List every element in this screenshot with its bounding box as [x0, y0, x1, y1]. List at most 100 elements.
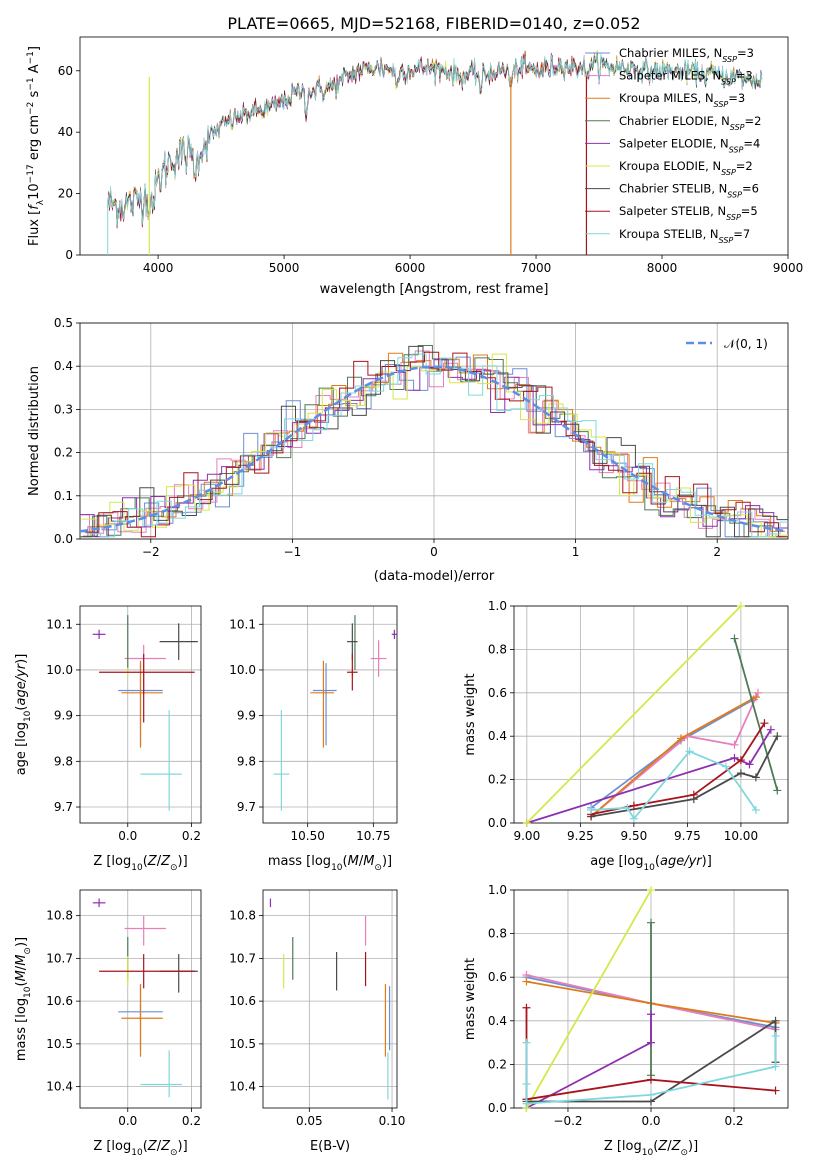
y-tick-label: 10.7	[46, 951, 73, 965]
marker-salpeter-elodie	[745, 760, 754, 769]
y-tick-label: 0.2	[54, 446, 73, 460]
y-tick-label: 9.8	[54, 754, 73, 768]
histogram-step-chabrier-miles	[80, 356, 782, 538]
legend-label: Salpeter STELIB, NSSP=5	[619, 204, 758, 222]
y-axis-label: age [log10(age/yr)]	[14, 654, 33, 776]
x-tick-label: 10.75	[356, 829, 390, 843]
x-axis-label: wavelength [Angstrom, rest frame]	[320, 282, 549, 297]
x-tick-label: 4000	[143, 261, 174, 275]
y-tick-label: 10.1	[229, 617, 256, 631]
x-axis-label: age [log10(age/yr)]	[590, 854, 712, 873]
histogram-step-salpeter-stelib	[84, 351, 788, 538]
spectrum-line-kroupa-stelib	[107, 53, 763, 226]
axes-frame	[79, 605, 202, 824]
x-tick-label: −1	[284, 545, 302, 559]
massweight-line-salpeter-elodie	[526, 729, 772, 824]
axes-frame	[262, 889, 398, 1109]
spectrum-panel: 4000 5000 6000 7000 8000 9000 0 20 40 60 Chabrier …	[26, 36, 804, 297]
y-tick-label: 10.8	[46, 909, 73, 923]
x-tick-label: 0.0	[641, 1114, 660, 1128]
y-tick-label: 20	[58, 187, 73, 201]
y-tick-label: 0.0	[488, 1101, 507, 1115]
massweight-line-kroupa-elodie	[526, 605, 742, 824]
marker-chabrier-stelib	[773, 732, 782, 741]
y-tick-label: 10.8	[229, 909, 256, 923]
legend-label: Chabrier STELIB, NSSP=6	[619, 182, 759, 200]
marker-kroupa-elodie	[647, 886, 655, 894]
axes-frame	[262, 605, 398, 824]
x-axis-label: E(B-V)	[310, 1139, 350, 1154]
legend-label: Kroupa ELODIE, NSSP=2	[619, 159, 753, 177]
x-tick-label: 0.10	[379, 1114, 406, 1128]
massweight-line-salpeter-miles	[590, 692, 759, 818]
y-tick-label: 1.0	[488, 599, 507, 613]
y-tick-label: 60	[58, 64, 73, 78]
legend-label: Salpeter MILES, NSSP=3	[619, 69, 753, 87]
x-tick-label: 9.00	[513, 829, 540, 843]
y-tick-label: 10.5	[229, 1037, 256, 1051]
marker-salpeter-elodie	[730, 753, 739, 762]
y-tick-label: 0.5	[54, 316, 73, 330]
marker-salpeter-stelib	[522, 1003, 531, 1012]
x-tick-label: 0.2	[182, 829, 201, 843]
marker-chabrier-stelib	[751, 773, 760, 782]
marker-kroupa-stelib	[522, 1038, 531, 1047]
y-axis-label: mass weight	[463, 958, 478, 1040]
x-tick-label: 0.0	[118, 1114, 137, 1128]
mass-vs-metallicity-panel: 0.0 0.2 10.4 10.5 10.6 10.7 10.8 Z [log10(Z/Z⊙)…	[14, 889, 202, 1158]
marker-kroupa-miles	[676, 734, 685, 743]
histogram-step-kroupa-elodie	[81, 353, 788, 538]
y-tick-label: 0.0	[488, 816, 507, 830]
axes-frame	[513, 605, 789, 824]
massweight-line-chabrier-miles	[590, 698, 755, 809]
marker-salpeter-stelib	[647, 1075, 655, 1084]
massweight-line-kroupa-stelib	[591, 750, 757, 820]
histogram-step-chabrier-stelib	[83, 345, 788, 538]
marker-kroupa-miles	[751, 693, 760, 702]
y-tick-label: 10.0	[46, 663, 73, 677]
marker-salpeter-stelib	[771, 1086, 780, 1095]
marker-kroupa-stelib	[685, 747, 694, 756]
histogram-step-salpeter-elodie	[80, 359, 788, 538]
marker-kroupa-stelib	[587, 805, 596, 814]
x-tick-label: 2	[713, 545, 721, 559]
marker-salpeter-stelib	[736, 756, 745, 765]
y-axis-label: mass [log10(M/M⊙)]	[14, 937, 33, 1061]
y-tick-label: 10.6	[46, 994, 73, 1008]
y-tick-label: 0.8	[488, 927, 507, 941]
marker-salpeter-stelib	[629, 801, 638, 810]
y-tick-label: 0.4	[488, 729, 507, 743]
y-tick-label: 0.1	[54, 489, 73, 503]
x-tick-label: 9000	[773, 261, 804, 275]
marker-chabrier-elodie	[730, 634, 739, 643]
y-tick-label: 10.1	[46, 617, 73, 631]
y-tick-label: 9.7	[237, 800, 256, 814]
marker-chabrier-elodie	[773, 786, 782, 795]
y-tick-label: 0.4	[54, 359, 73, 373]
massweight-vs-metallicity-panel: −0.2 0.0 0.2 0.0 0.2 0.4 0.6 0.8 1.0 Z [log10(Z/Z…	[463, 883, 789, 1158]
x-axis-label: mass [log10(M/M⊙)]	[268, 854, 392, 873]
y-tick-label: 0.2	[488, 1057, 507, 1071]
axes-frame	[79, 889, 202, 1109]
y-tick-label: 10.4	[229, 1080, 256, 1094]
y-tick-label: 0	[65, 248, 73, 262]
x-tick-label: 0	[430, 545, 438, 559]
x-axis-label: Z [log10(Z/Z⊙)]	[604, 1139, 698, 1158]
y-tick-label: 10.5	[46, 1037, 73, 1051]
legend-label: Chabrier MILES, NSSP=3	[619, 46, 754, 64]
y-tick-label: 10.4	[46, 1080, 73, 1094]
marker-salpeter-elodie	[766, 725, 775, 734]
marker-chabrier-stelib	[736, 769, 745, 778]
y-axis-label: Flux [fλ10−17 erg cm−2 s−1 A−1]	[26, 46, 46, 246]
y-tick-label: 1.0	[488, 883, 507, 897]
legend-label: Kroupa STELIB, NSSP=7	[619, 227, 750, 245]
marker-kroupa-stelib	[647, 1090, 655, 1099]
x-tick-label: 0.0	[118, 829, 137, 843]
marker-salpeter-elodie	[647, 1010, 655, 1019]
marker-salpeter-miles	[730, 740, 739, 749]
x-tick-label: 6000	[395, 261, 426, 275]
y-tick-label: 9.8	[237, 754, 256, 768]
x-tick-label: 10.50	[290, 829, 324, 843]
y-tick-label: 40	[58, 125, 73, 139]
marker-kroupa-stelib	[771, 1032, 780, 1041]
